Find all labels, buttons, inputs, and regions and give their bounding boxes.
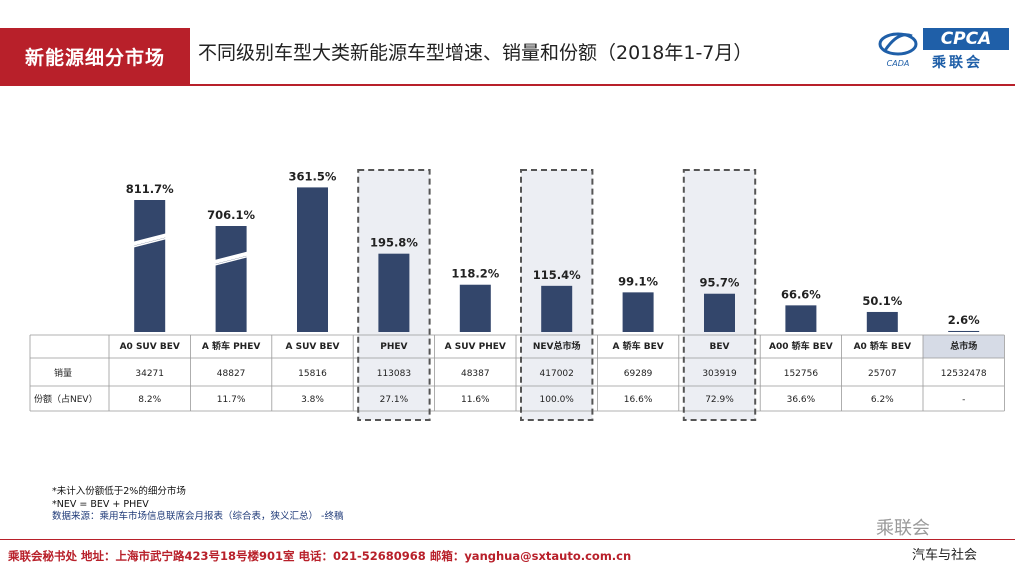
table-share-cell: 72.9% <box>705 395 734 405</box>
table-share-cell: 3.8% <box>301 395 324 405</box>
logo-mark-text: CADA <box>887 59 910 68</box>
table-header-cell: BEV <box>710 342 730 352</box>
table-share-cell: 100.0% <box>540 395 575 405</box>
table-sales-cell: 303919 <box>702 369 737 379</box>
row-label-share: 份额（占NEV） <box>34 393 98 405</box>
table-header-cell: NEV总市场 <box>533 340 581 352</box>
table-header-cell: A 轿车 PHEV <box>202 340 261 352</box>
source-watermark: 汽车与社会 <box>909 544 981 563</box>
axis-break-mark <box>130 236 170 249</box>
table-sales-cell: 48827 <box>217 369 246 379</box>
bar <box>785 305 817 332</box>
axis-break-mark <box>211 250 252 265</box>
footnote-share-threshold: *未计入份额低于2%的细分市场 <box>52 486 186 497</box>
table-share-cell: 16.6% <box>624 395 653 405</box>
footnote-data-source: 数据来源：乘用车市场信息联席会月报表（综合表，狭义汇总） -终稿 <box>52 511 344 522</box>
header: 新能源细分市场 不同级别车型大类新能源车型增速、销量和份额（2018年1-7月）… <box>0 0 1015 90</box>
highlight-box-border <box>357 169 431 421</box>
highlight-box-border <box>682 169 757 421</box>
growth-label: 706.1% <box>207 208 255 222</box>
bar <box>704 293 735 332</box>
table-header-cell: PHEV <box>380 342 407 352</box>
table-sales-cell: 48387 <box>461 369 490 379</box>
growth-label: 361.5% <box>289 169 337 183</box>
wechat-watermark: 乘联会 <box>876 518 930 539</box>
footnote-nev-definition: *NEV = BEV + PHEV <box>52 498 149 510</box>
growth-label: 118.2% <box>451 267 499 281</box>
bar <box>215 226 247 332</box>
growth-label: 66.6% <box>781 287 821 301</box>
table-header-cell: A0 SUV BEV <box>120 342 180 352</box>
table-sales-cell: 69289 <box>624 369 653 379</box>
growth-label: 2.6% <box>948 313 980 327</box>
bar <box>622 292 654 332</box>
cpca-logo-text: CPCA <box>923 28 1009 50</box>
table-sales-cell: 152756 <box>784 369 819 379</box>
bar <box>541 285 573 332</box>
table-header-cell: A 轿车 BEV <box>612 340 663 352</box>
growth-label: 115.4% <box>533 268 581 282</box>
highlight-box-border <box>520 169 594 421</box>
axis-break-mark <box>129 232 170 247</box>
footer-rule <box>0 539 1015 540</box>
cpca-logo: CADA CPCA 乘联会 <box>876 24 1011 72</box>
table-share-cell: 27.1% <box>380 395 409 405</box>
table-share-cell: 36.6% <box>787 395 816 405</box>
bar <box>297 187 328 332</box>
bar <box>948 330 980 332</box>
page-title: 不同级别车型大类新能源车型增速、销量和份额（2018年1-7月） <box>198 42 753 64</box>
header-rule <box>0 84 1015 86</box>
table-share-cell: 8.2% <box>138 395 161 405</box>
section-tag: 新能源细分市场 <box>0 28 190 84</box>
table-sales-cell: 12532478 <box>941 369 987 379</box>
footnotes: *未计入份额低于2%的细分市场 *NEV = BEV + PHEV 数据来源：乘… <box>52 486 343 524</box>
footer-contact: 乘联会秘书处 地址：上海市武宁路423号18号楼901室 电话：021-5268… <box>8 549 632 563</box>
table-share-cell: 11.6% <box>461 395 490 405</box>
growth-label: 99.1% <box>618 274 658 288</box>
total-market-header-fill <box>923 335 1005 358</box>
table-header-cell: A00 轿车 BEV <box>769 340 833 352</box>
table-sales-cell: 34271 <box>135 369 164 379</box>
table-sales-cell: 417002 <box>540 369 574 379</box>
bar <box>459 284 491 332</box>
growth-label: 95.7% <box>700 276 740 290</box>
growth-label: 195.8% <box>370 236 418 250</box>
growth-label: 811.7% <box>126 182 174 196</box>
row-label-sales: 销量 <box>54 367 72 379</box>
table-sales-cell: 113083 <box>377 369 411 379</box>
cada-logo-icon: CADA <box>878 32 918 68</box>
table-sales-cell: 25707 <box>868 369 897 379</box>
table-header-cell: A SUV PHEV <box>445 342 506 352</box>
table-header-cell: A0 轿车 BEV <box>854 340 912 352</box>
growth-label: 50.1% <box>862 294 902 308</box>
table-header-cell: 总市场 <box>950 340 977 352</box>
bar <box>378 253 410 332</box>
bar <box>866 311 898 332</box>
table-share-cell: 11.7% <box>217 395 246 405</box>
growth-chart: 811.7% 706.1% 361.5% 195.8% 118.2% 115.4% 99.1… <box>29 169 1005 421</box>
bar <box>134 200 166 332</box>
cpca-logo-cn: 乘联会 <box>932 55 983 71</box>
axis-break-mark <box>211 255 251 267</box>
table-share-cell: - <box>962 395 965 405</box>
table-sales-cell: 15816 <box>298 369 327 379</box>
table-header-cell: A SUV BEV <box>286 342 340 352</box>
table-share-cell: 6.2% <box>871 395 894 405</box>
